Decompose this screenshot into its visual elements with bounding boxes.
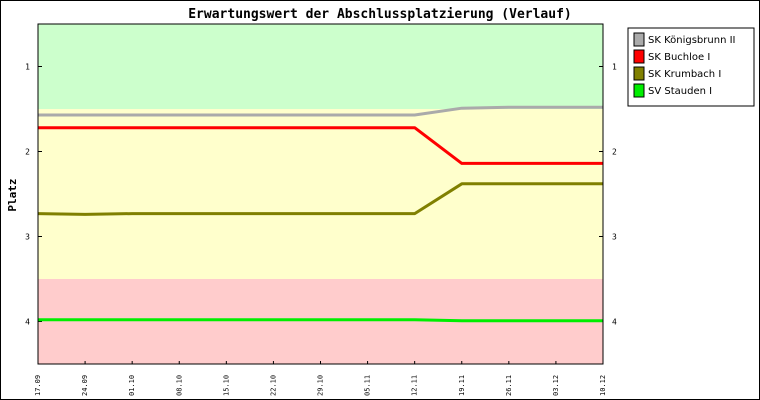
band-1 — [38, 109, 603, 279]
legend-label-1: SK Buchloe I — [648, 52, 710, 63]
y-tick-label-left: 2 — [25, 148, 30, 157]
x-tick-label: 08.10 — [175, 375, 183, 396]
legend-swatch-3 — [633, 83, 645, 98]
x-tick-label: 22.10 — [269, 375, 277, 396]
x-tick-label: 29.10 — [317, 375, 325, 396]
x-tick-label: 19.11 — [458, 375, 466, 396]
x-tick-label: 24.09 — [81, 375, 89, 396]
x-tick-label: 12.11 — [411, 375, 419, 396]
x-tick-label: 26.11 — [505, 375, 513, 396]
band-0 — [38, 24, 603, 109]
y-tick-labels: 1 1 2 2 3 3 4 4 — [25, 63, 617, 327]
series-line-2 — [37, 182, 603, 216]
y-tick-label-right: 3 — [612, 233, 617, 242]
chart-title: Erwartungswert der Abschlussplatzierung … — [188, 7, 572, 22]
y-tick-label-left: 3 — [25, 233, 30, 242]
legend-label-2: SK Krumbach I — [648, 69, 721, 80]
x-tick-labels: 17.09 24.09 01.10 08.10 15.10 22.10 29.10 05.11… — [34, 375, 607, 396]
y-tick-label-left: 1 — [25, 63, 30, 72]
y-tick-label-right: 2 — [612, 148, 617, 157]
y-tick-label-right: 4 — [612, 318, 617, 327]
legend-label-3: SV Stauden I — [648, 86, 712, 97]
x-tick-label: 17.09 — [34, 375, 42, 396]
series-lines — [37, 105, 603, 323]
legend-swatch-2 — [633, 66, 645, 81]
legend-swatch-1 — [633, 49, 645, 64]
x-tick-label: 10.12 — [599, 375, 607, 396]
x-tick-label: 03.12 — [552, 375, 560, 396]
series-line-3 — [38, 318, 603, 323]
legend-label-0: SK Königsbrunn II — [648, 35, 736, 46]
legend: SK Königsbrunn II SK Buchloe I SK Krumbach… — [627, 27, 755, 107]
series-line-1 — [38, 126, 603, 165]
plot-area-border — [37, 23, 604, 365]
legend-swatch-0 — [633, 32, 645, 47]
x-tick-label: 05.11 — [364, 375, 372, 396]
y-axis-label: Platz — [6, 178, 19, 211]
y-tick-label-left: 4 — [25, 318, 30, 327]
legend-box — [627, 27, 755, 107]
x-tick-label: 01.10 — [128, 375, 136, 396]
series-line-0 — [38, 105, 603, 117]
background-bands — [38, 24, 603, 364]
x-tick-label: 15.10 — [222, 375, 230, 396]
y-tick-label-right: 1 — [612, 63, 617, 72]
